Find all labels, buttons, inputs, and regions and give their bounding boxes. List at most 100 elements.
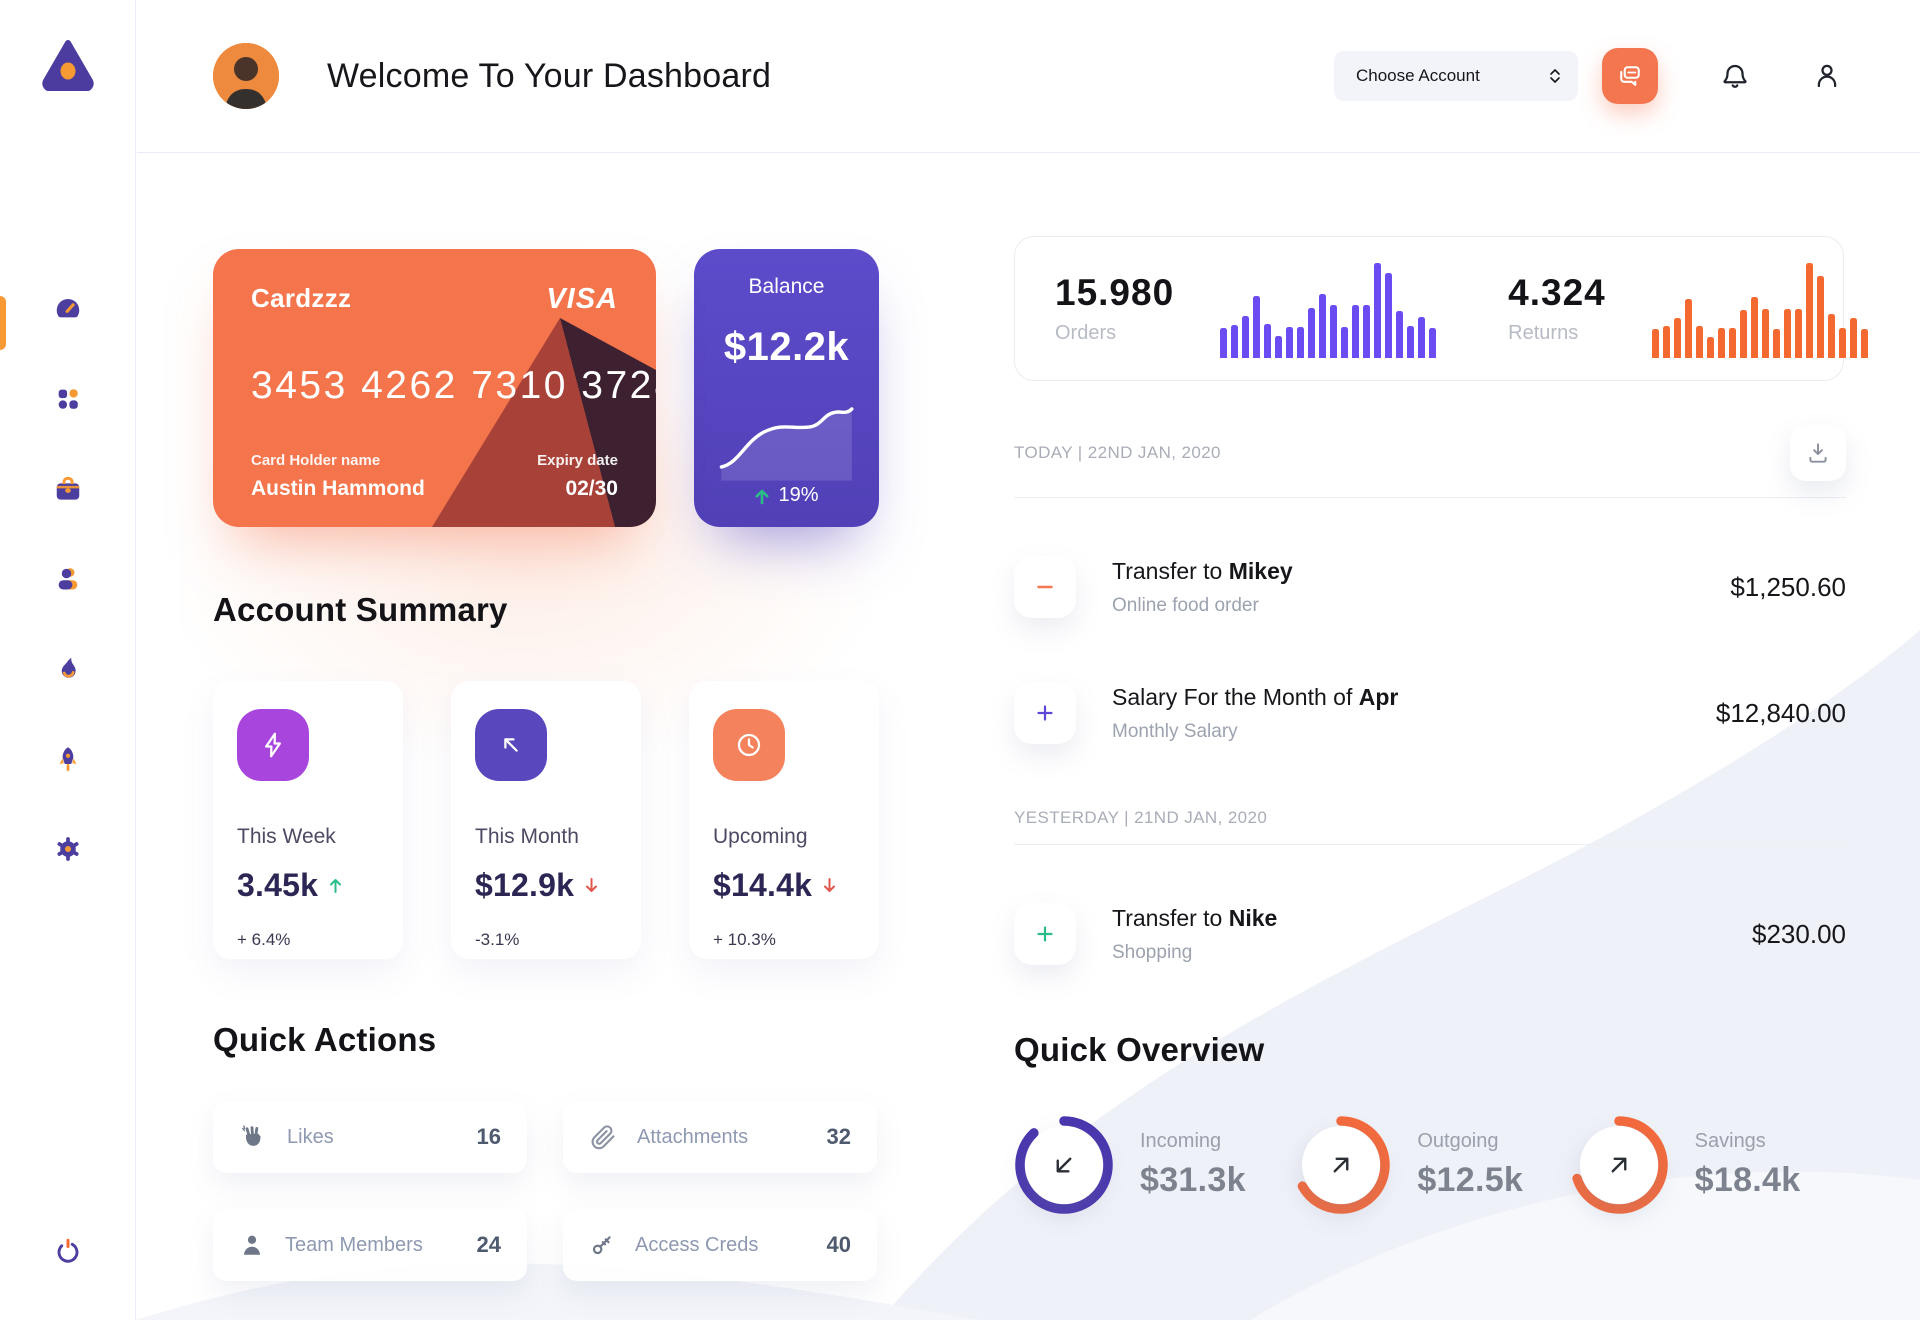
transaction-title: Salary For the Month of Apr [1112,683,1399,710]
transaction-subtitle: Online food order [1112,594,1259,616]
summary-value: 3.45k [237,867,319,903]
overview-value: $18.4k [1694,1161,1801,1199]
summary-label: This Month [475,825,579,848]
transactions: TODAY | 22ND JAN, 2020 [1014,425,1846,965]
header: Welcome To Your Dashboard Choose Account [137,0,1920,153]
card-expiry-value: 02/30 [565,477,618,500]
account-selector-label: Choose Account [1356,66,1480,85]
account-selector[interactable]: Choose Account [1334,51,1578,101]
transaction-amount: $12,840.00 [1715,697,1846,728]
overview-outgoing: Outgoing $12.5k [1291,1115,1568,1215]
account-summary-cards: This Week 3.45k + 6.4% [213,681,879,959]
sidebar-item-trending[interactable] [47,648,89,690]
plus-icon [1037,926,1053,942]
visa-logo: VISA [546,283,618,315]
quick-action-value: 16 [476,1124,501,1149]
sidebar-item-settings[interactable] [47,828,89,870]
bell-icon [1723,64,1747,88]
balance-card: Balance $12.2k 19% [694,249,879,527]
orders-stat: 15.980 Orders [1055,260,1437,358]
summary-value: $14.4k [713,867,813,903]
trend-down-icon [824,878,836,892]
sidebar-nav [0,288,136,870]
zap-icon [265,732,281,758]
card-name: Cardzzz [251,283,352,313]
logout-button[interactable] [47,1230,89,1272]
overview-label: Incoming [1140,1130,1222,1152]
right-column: 15.980 Orders 4.324 Returns TODA [1014,153,1868,1281]
overview-value: $12.5k [1417,1161,1524,1199]
returns-bar-chart [1651,260,1868,358]
overview-value: $31.3k [1140,1161,1246,1199]
summary-percent: + 10.3% [713,930,776,949]
messages-button[interactable] [1602,48,1658,104]
quick-overview-row: Incoming $31.3k [1014,1115,1846,1215]
transaction-title: Transfer to Mikey [1112,557,1293,584]
transaction-row-salary[interactable]: Salary For the Month of Apr Monthly Sala… [1014,682,1846,744]
download-icon [1809,443,1827,463]
returns-stat: 4.324 Returns [1508,260,1868,358]
trend-up-icon [330,879,342,893]
quick-action-access-creds[interactable]: Access Creds 40 [563,1209,877,1281]
divider [1014,497,1846,498]
orders-bar-chart [1220,260,1437,358]
summary-card-upcoming: Upcoming $14.4k + 10.3% [689,681,879,959]
quick-action-value: 32 [826,1124,851,1149]
paperclip-icon [591,1125,615,1150]
quick-action-label: Team Members [285,1233,423,1256]
sidebar-item-launch[interactable] [47,738,89,780]
credit-card: Cardzzz VISA 3453 4262 7310 3728 Card Ho… [213,249,656,527]
overview-label: Outgoing [1417,1130,1499,1152]
orders-label: Orders [1055,322,1117,344]
quick-action-team-members[interactable]: Team Members 24 [213,1209,527,1281]
app-logo[interactable] [0,0,136,110]
sidebar-item-dashboard[interactable] [47,288,89,330]
transaction-row-mikey[interactable]: Transfer to Mikey Online food order $1,2… [1014,556,1846,618]
quick-action-value: 40 [826,1232,851,1257]
summary-percent: + 6.4% [237,930,291,949]
settings-gear-icon [57,837,79,861]
returns-value: 4.324 [1508,272,1606,313]
sidebar-item-apps[interactable] [47,378,89,420]
main-area: Welcome To Your Dashboard Choose Account [137,0,1920,1320]
quick-actions-grid: Likes 16 Attachments 32 Team Members [213,1101,879,1281]
clap-icon [242,1125,261,1146]
transaction-subtitle: Monthly Salary [1112,720,1238,742]
download-button[interactable] [1790,425,1846,481]
team-icon [58,568,78,590]
account-summary-title: Account Summary [213,591,508,628]
apps-grid-icon [58,389,78,409]
quick-overview-title: Quick Overview [1014,1031,1265,1068]
clock-icon [737,733,761,757]
card-number: 3453 4262 7310 3728 [251,364,656,407]
arrow-up-left-icon [504,738,518,752]
quick-action-likes[interactable]: Likes 16 [213,1101,527,1173]
returns-label: Returns [1508,322,1579,344]
orders-value: 15.980 [1055,272,1175,313]
quick-action-attachments[interactable]: Attachments 32 [563,1101,877,1173]
chat-bubbles-icon [1620,66,1640,86]
card-holder-name: Austin Hammond [251,477,425,500]
transaction-amount: $1,250.60 [1730,571,1846,602]
sidebar-item-work[interactable] [47,468,89,510]
balance-sparkline [719,407,853,481]
arrow-up-right-icon [1611,1157,1627,1173]
card-expiry-label: Expiry date [537,452,618,469]
rocket-icon [59,747,77,772]
person-icon [243,1235,261,1255]
orders-returns-card: 15.980 Orders 4.324 Returns [1014,236,1868,381]
profile-button[interactable] [1812,61,1842,91]
balance-title: Balance [748,275,825,298]
transaction-row-nike[interactable]: Transfer to Nike Shopping $230.00 [1014,903,1846,965]
key-icon [592,1236,611,1255]
sidebar [0,0,136,1320]
notifications-button[interactable] [1720,61,1750,91]
balance-value: $12.2k [723,325,850,369]
avatar-photo [213,43,279,109]
sidebar-item-team[interactable] [47,558,89,600]
quick-action-label: Access Creds [635,1233,759,1256]
summary-percent: -3.1% [475,930,520,949]
quick-action-label: Likes [287,1125,334,1148]
page-title: Welcome To Your Dashboard [327,56,772,95]
quick-action-label: Attachments [637,1125,749,1148]
